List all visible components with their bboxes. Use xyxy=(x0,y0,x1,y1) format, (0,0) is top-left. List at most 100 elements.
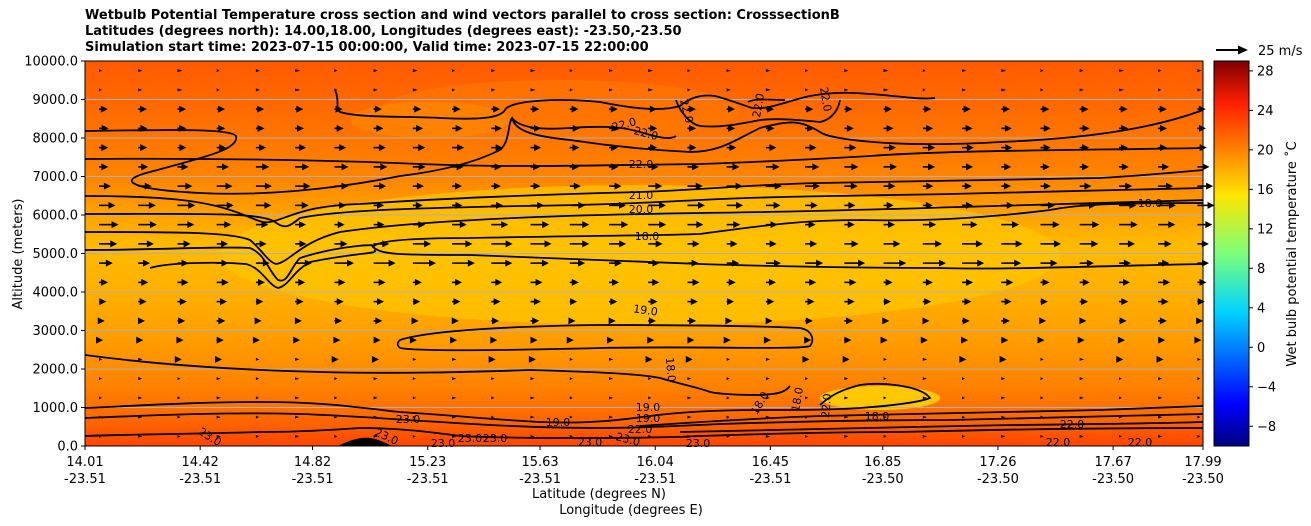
wind-vector xyxy=(1118,240,1135,248)
y-tick-label: 8000.0 xyxy=(33,132,79,147)
colorbar-tick-label: 4 xyxy=(1257,301,1265,316)
wind-vector xyxy=(608,434,613,438)
wind-vector xyxy=(255,278,265,286)
wind-vector xyxy=(687,377,692,381)
wind-vector xyxy=(569,69,573,73)
wind-vector xyxy=(450,336,458,344)
wind-vector xyxy=(373,124,384,132)
wind-vector xyxy=(1001,182,1011,190)
wind-vector xyxy=(138,396,143,400)
wind-vector xyxy=(962,163,974,171)
wind-vector xyxy=(1077,336,1085,344)
wind-vector xyxy=(452,259,475,267)
wind-vector xyxy=(608,317,616,325)
contour-label: 19.0 xyxy=(636,412,661,425)
wind-vector xyxy=(530,105,540,113)
contour-line xyxy=(85,427,1203,439)
wind-vector xyxy=(530,144,542,152)
wind-vector xyxy=(883,278,893,286)
wind-vector xyxy=(530,278,543,286)
wind-vector xyxy=(1118,317,1127,325)
contour-label: 22.0 xyxy=(819,393,834,419)
wind-vector xyxy=(1001,396,1006,400)
wind-vector xyxy=(452,434,457,438)
wind-vector xyxy=(530,201,545,209)
wind-vector xyxy=(334,240,348,248)
wind-vector xyxy=(802,355,810,363)
wind-vector xyxy=(97,317,105,325)
wind-vector xyxy=(922,396,927,400)
wind-vector xyxy=(882,317,890,325)
contour-label: 23.0 xyxy=(686,437,711,450)
wind-vector xyxy=(255,105,265,113)
wind-vector xyxy=(922,201,933,209)
wind-vector xyxy=(1001,377,1006,381)
wind-vector xyxy=(216,88,220,92)
wind-vector xyxy=(216,240,229,248)
wind-vector xyxy=(99,377,102,381)
wind-vector xyxy=(805,259,824,267)
wind-vector xyxy=(1079,88,1084,92)
wind-vector xyxy=(1118,201,1137,209)
wind-vector xyxy=(959,355,967,363)
wind-vector xyxy=(530,396,535,400)
wind-vector xyxy=(177,88,183,92)
wind-vector xyxy=(922,182,934,190)
wind-vector xyxy=(962,221,978,229)
contour-line xyxy=(371,245,1203,270)
wind-vector xyxy=(765,201,781,209)
contour-lines xyxy=(85,89,1203,439)
contour-line xyxy=(396,324,814,352)
wind-vector xyxy=(177,434,181,438)
wind-vector xyxy=(1118,259,1131,267)
wind-vector xyxy=(412,357,417,361)
wind-vector xyxy=(452,240,473,248)
wind-vector xyxy=(491,221,509,229)
y-tick-label: 10000.0 xyxy=(24,55,78,70)
wind-vector xyxy=(1040,259,1058,267)
wind-vector xyxy=(726,88,731,92)
wind-vector xyxy=(177,144,187,152)
wind-vector xyxy=(805,201,818,209)
wind-vector xyxy=(844,396,849,400)
wind-vector xyxy=(1158,415,1163,419)
wind-vector xyxy=(373,88,378,92)
wind-vector xyxy=(530,298,541,306)
wind-vector xyxy=(608,357,614,361)
wind-vector xyxy=(295,434,300,438)
wind-vector xyxy=(491,259,513,267)
x-tick-label-lat: 15.63 xyxy=(521,455,558,470)
wind-vector xyxy=(608,105,618,113)
wind-vector xyxy=(491,182,501,190)
wind-vector xyxy=(883,105,892,113)
wind-vector xyxy=(999,355,1007,363)
contour-line xyxy=(85,202,1203,282)
wind-vector xyxy=(844,144,857,152)
wind-vectors xyxy=(96,69,1215,438)
wind-vector xyxy=(648,317,656,325)
wind-vector xyxy=(844,221,855,229)
wind-vector xyxy=(138,201,156,209)
wind-vector xyxy=(922,259,946,267)
wind-vector xyxy=(216,317,226,325)
wind-vector xyxy=(490,336,498,344)
wind-vector xyxy=(1001,240,1023,248)
wind-vector xyxy=(844,434,849,438)
wind-vector xyxy=(334,144,347,152)
wind-vector xyxy=(452,221,467,229)
wind-vector xyxy=(491,396,495,400)
wind-vector xyxy=(1079,124,1090,132)
wind-vector xyxy=(1040,88,1044,92)
y-tick-label: 3000.0 xyxy=(33,324,79,339)
wind-vector xyxy=(569,298,578,306)
chart-title: Wetbulb Potential Temperature cross sect… xyxy=(85,8,840,56)
wind-vector xyxy=(648,88,654,92)
contour-label: 23.0 xyxy=(458,432,483,445)
plot-area: 23.023.0 23.0 23.0 23.0 23.0 23.0 23.0 23.019.0… xyxy=(84,60,1215,450)
contour-line xyxy=(85,383,932,424)
wind-vector xyxy=(844,105,853,113)
contour-line xyxy=(639,405,1203,427)
wind-vector xyxy=(765,144,777,152)
wind-vector xyxy=(491,377,495,381)
y-tick-label: 9000.0 xyxy=(33,93,79,108)
